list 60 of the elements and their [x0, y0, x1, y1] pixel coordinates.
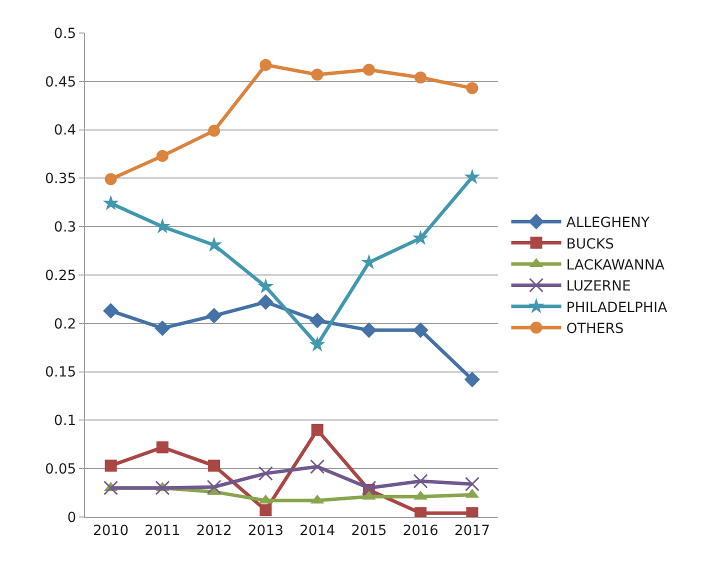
legend-label: PHILADELPHIA [566, 300, 668, 316]
point [208, 124, 220, 137]
legend-label: BUCKS [566, 236, 614, 252]
x-tick-label: 2016 [402, 522, 438, 539]
point [310, 459, 325, 474]
y-tick-label: 0.3 [54, 220, 76, 236]
point [258, 466, 273, 481]
point [104, 480, 118, 496]
x-tick-label: 2017 [454, 522, 490, 539]
point [412, 230, 429, 246]
x-tick-label: 2010 [92, 522, 129, 539]
point [310, 312, 326, 328]
point [309, 336, 326, 352]
point [206, 480, 222, 494]
point [156, 441, 168, 454]
legend-label: LUZERNE [566, 278, 631, 295]
y-tick-label: 0.05 [45, 462, 76, 478]
y-tick-label: 0.15 [45, 364, 76, 381]
point [102, 194, 119, 210]
x-tick-label: 2012 [196, 522, 232, 539]
y-tick-label: 0.4 [54, 122, 76, 139]
point [103, 303, 119, 319]
legend-label: ALLEGHENY [566, 215, 650, 232]
point [208, 460, 220, 472]
point [311, 424, 324, 436]
point [154, 320, 170, 336]
point [156, 150, 168, 162]
point [413, 474, 428, 488]
point [464, 372, 480, 388]
y-tick-label: 0 [67, 510, 76, 526]
x-tick-label: 2015 [351, 522, 387, 539]
point [311, 68, 324, 81]
x-tick-label: 2013 [248, 522, 284, 539]
point [464, 168, 480, 184]
point [258, 294, 274, 310]
point [466, 82, 478, 94]
y-tick-label: 0.25 [45, 268, 76, 284]
point [464, 476, 480, 492]
y-tick-label: 0.2 [54, 316, 76, 332]
legend-label: OTHERS [566, 321, 624, 338]
x-tick-label: 2011 [144, 522, 180, 539]
point [104, 460, 117, 472]
legend-label: LACKAWANNA [566, 257, 665, 274]
y-tick-label: 0.35 [45, 171, 76, 188]
point [260, 58, 272, 71]
y-tick-label: 0.1 [54, 413, 76, 430]
y-tick-label: 0.5 [54, 26, 76, 42]
point [258, 278, 274, 294]
point [362, 64, 375, 76]
y-tick-label: 0.45 [45, 74, 76, 90]
point [361, 322, 377, 338]
point [260, 504, 272, 516]
point [414, 72, 427, 84]
point [104, 173, 117, 186]
point [362, 480, 376, 496]
x-tick-label: 2014 [299, 522, 336, 539]
point [206, 308, 222, 324]
point [412, 322, 428, 338]
point [155, 480, 170, 496]
point [360, 254, 377, 270]
